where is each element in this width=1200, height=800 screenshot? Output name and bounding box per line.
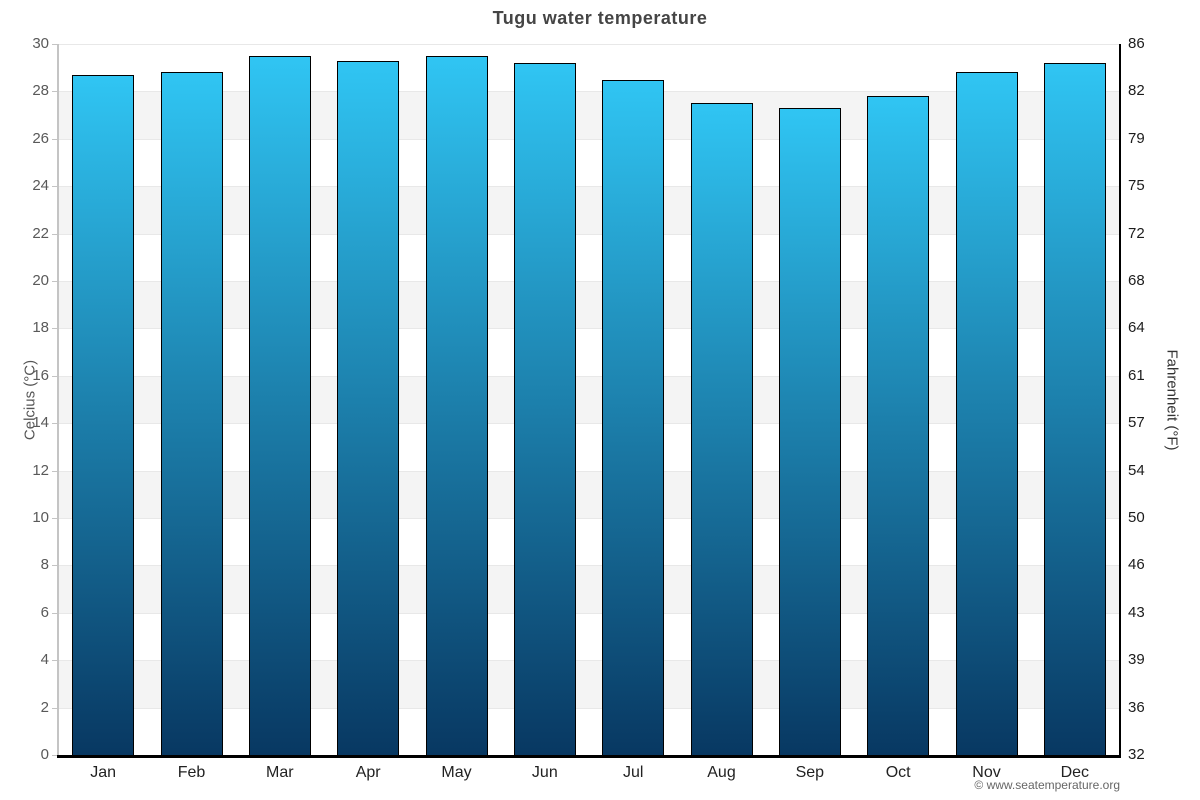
bar-dec [1043, 62, 1106, 755]
month-label-mar: Mar [266, 764, 294, 781]
month-label-jul: Jul [622, 764, 644, 781]
celsius-tick-label: 22 [32, 224, 49, 242]
fahrenheit-tick-label: 57 [1128, 414, 1145, 432]
y-axis-line-left [57, 44, 59, 755]
bar-sep [778, 107, 841, 755]
grid-band [59, 233, 1119, 281]
celsius-tick-label: 8 [40, 556, 49, 574]
bar-jun [513, 62, 576, 755]
celsius-tick-label: 20 [32, 272, 49, 289]
celsius-tick-mark [52, 44, 57, 45]
bar-jan [72, 74, 135, 755]
fahrenheit-tick-label: 79 [1128, 129, 1145, 147]
grid-band [59, 328, 1119, 376]
month-label-sep: Sep [795, 764, 825, 781]
month-label-jun: Jun [531, 764, 558, 781]
grid-band [59, 612, 1119, 661]
grid-band [59, 518, 1119, 566]
celsius-tick-label: 6 [40, 603, 49, 621]
celsius-tick-mark [52, 423, 57, 425]
fahrenheit-axis-title: Fahrenheit (°F) [1163, 349, 1181, 451]
fahrenheit-tick-label: 72 [1128, 224, 1145, 242]
fahrenheit-tick-label: 68 [1128, 272, 1145, 289]
chart-title: Tugu water temperature [492, 8, 708, 28]
fahrenheit-tick-label: 32 [1128, 746, 1145, 763]
fahrenheit-tick-label: 75 [1128, 177, 1145, 195]
fahrenheit-tick-label: 64 [1128, 319, 1145, 337]
celsius-tick-mark [52, 707, 57, 709]
celsius-tick-label: 28 [32, 82, 49, 100]
celsius-tick-mark [52, 186, 57, 188]
celsius-tick-label: 16 [32, 366, 49, 384]
grid-band [59, 91, 1119, 139]
celsius-tick-label: 24 [32, 177, 49, 195]
month-label-dec: Dec [1060, 764, 1090, 781]
grid-band [59, 565, 1119, 613]
celsius-tick-label: 26 [32, 129, 49, 147]
celsius-tick-label: 2 [40, 698, 49, 716]
month-label-aug: Aug [707, 764, 736, 781]
month-label-jan: Jan [90, 764, 117, 781]
y-axis-line-right [1119, 44, 1121, 755]
celsius-tick-label: 14 [32, 414, 49, 432]
fahrenheit-tick-label: 36 [1128, 698, 1145, 716]
grid-band [59, 660, 1119, 708]
celsius-tick-mark [52, 328, 57, 330]
bar-jul [602, 79, 665, 755]
celsius-tick-label: 0 [40, 746, 49, 763]
fahrenheit-tick-label: 61 [1128, 366, 1145, 384]
grid-band [59, 186, 1119, 234]
celsius-tick-mark [52, 281, 57, 282]
bar-mar [248, 55, 311, 755]
fahrenheit-tick-label: 39 [1128, 651, 1145, 669]
celsius-tick-mark [52, 660, 57, 662]
month-label-nov: Nov [972, 764, 1001, 781]
grid-band [59, 44, 1119, 92]
fahrenheit-tick-label: 43 [1128, 603, 1145, 621]
fahrenheit-tick-label: 86 [1128, 35, 1145, 52]
x-axis-line [57, 755, 1121, 758]
bar-oct [867, 96, 930, 755]
celsius-tick-mark [52, 91, 57, 93]
bar-nov [955, 72, 1018, 755]
month-label-apr: Apr [355, 764, 381, 781]
bar-may [425, 55, 488, 755]
celsius-tick-mark [52, 138, 57, 140]
celsius-tick-label: 30 [32, 35, 49, 52]
grid-band [59, 138, 1119, 187]
celsius-tick-label: 4 [40, 651, 49, 669]
bar-apr [337, 60, 400, 755]
bar-feb [160, 72, 223, 755]
grid-band [59, 423, 1119, 471]
celsius-tick-mark [52, 612, 57, 614]
grid-band [59, 375, 1119, 424]
fahrenheit-tick-label: 82 [1128, 82, 1145, 100]
celsius-tick-mark [52, 233, 57, 235]
celsius-tick-label: 18 [32, 319, 49, 337]
celsius-tick-mark [52, 755, 57, 756]
celsius-tick-mark [52, 470, 57, 472]
celsius-tick-mark [52, 518, 57, 519]
fahrenheit-tick-label: 50 [1128, 509, 1145, 526]
month-label-may: May [441, 764, 472, 781]
grid-band [59, 281, 1119, 329]
fahrenheit-tick-label: 54 [1128, 461, 1145, 479]
bar-aug [690, 103, 753, 755]
celsius-tick-mark [52, 375, 57, 377]
celsius-tick-mark [52, 565, 57, 567]
month-label-feb: Feb [177, 764, 206, 781]
celsius-tick-label: 10 [32, 509, 49, 526]
fahrenheit-tick-label: 46 [1128, 556, 1145, 574]
copyright-text: © www.seatemperature.org [974, 778, 1120, 792]
celsius-tick-label: 12 [32, 461, 49, 479]
grid-band [59, 470, 1119, 518]
month-label-oct: Oct [885, 764, 911, 781]
grid-band [59, 707, 1119, 755]
